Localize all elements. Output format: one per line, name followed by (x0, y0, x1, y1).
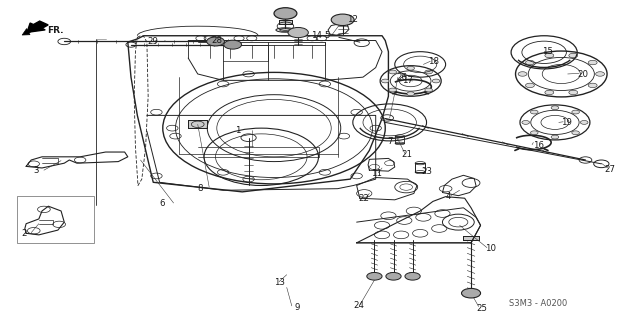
Text: 22: 22 (358, 194, 369, 203)
Circle shape (407, 66, 415, 70)
Text: 15: 15 (542, 47, 554, 56)
Circle shape (545, 90, 554, 95)
Text: 28: 28 (211, 36, 222, 45)
Text: 27: 27 (605, 165, 615, 174)
FancyArrow shape (27, 21, 48, 32)
Text: 6: 6 (159, 199, 165, 208)
Circle shape (531, 131, 538, 135)
Circle shape (569, 90, 578, 95)
Text: 2: 2 (21, 229, 27, 238)
Circle shape (588, 83, 597, 88)
Circle shape (389, 70, 396, 74)
Text: 24: 24 (354, 301, 364, 310)
Circle shape (526, 83, 534, 88)
Text: 25: 25 (476, 304, 487, 313)
Circle shape (551, 135, 559, 139)
Circle shape (331, 14, 354, 26)
Circle shape (407, 92, 415, 96)
Circle shape (405, 272, 420, 280)
Circle shape (572, 110, 580, 114)
Text: 11: 11 (371, 169, 382, 178)
Circle shape (425, 70, 433, 74)
Text: 26: 26 (396, 73, 407, 82)
Circle shape (288, 28, 308, 38)
Text: 13: 13 (274, 278, 285, 287)
Circle shape (462, 288, 480, 298)
Polygon shape (279, 20, 292, 24)
Circle shape (531, 110, 538, 114)
Circle shape (596, 72, 605, 76)
Circle shape (224, 40, 241, 49)
Circle shape (425, 88, 433, 92)
Polygon shape (188, 120, 207, 128)
Circle shape (382, 79, 389, 83)
Text: 10: 10 (485, 244, 496, 253)
Circle shape (588, 60, 597, 65)
Circle shape (545, 53, 554, 58)
Text: 1: 1 (236, 126, 241, 135)
Circle shape (526, 60, 534, 65)
Text: 29: 29 (147, 37, 159, 46)
Circle shape (580, 121, 588, 124)
Polygon shape (464, 236, 478, 240)
Text: 20: 20 (578, 70, 589, 79)
Text: 9: 9 (294, 303, 300, 312)
Ellipse shape (276, 28, 295, 32)
Circle shape (551, 106, 559, 110)
Text: 8: 8 (197, 184, 203, 193)
Text: 17: 17 (403, 76, 413, 85)
Circle shape (367, 272, 382, 280)
Text: 23: 23 (422, 167, 433, 176)
Text: 21: 21 (401, 150, 412, 159)
Text: 16: 16 (533, 141, 545, 150)
Text: 4: 4 (446, 192, 451, 201)
Text: 14: 14 (311, 31, 322, 40)
Circle shape (433, 79, 440, 83)
Text: 5: 5 (325, 31, 331, 40)
Text: 12: 12 (347, 15, 358, 24)
Text: 3: 3 (34, 166, 39, 175)
Text: 19: 19 (561, 118, 572, 127)
Circle shape (389, 88, 396, 92)
Circle shape (569, 53, 578, 58)
Circle shape (274, 8, 297, 19)
Text: 18: 18 (428, 57, 439, 66)
Text: S3M3 - A0200: S3M3 - A0200 (509, 299, 568, 308)
Circle shape (206, 37, 224, 46)
Text: 7: 7 (387, 137, 392, 146)
Circle shape (572, 131, 580, 135)
Circle shape (518, 72, 527, 76)
Text: FR.: FR. (47, 26, 64, 35)
Circle shape (386, 272, 401, 280)
Circle shape (522, 121, 529, 124)
Bar (17, 196, 94, 243)
